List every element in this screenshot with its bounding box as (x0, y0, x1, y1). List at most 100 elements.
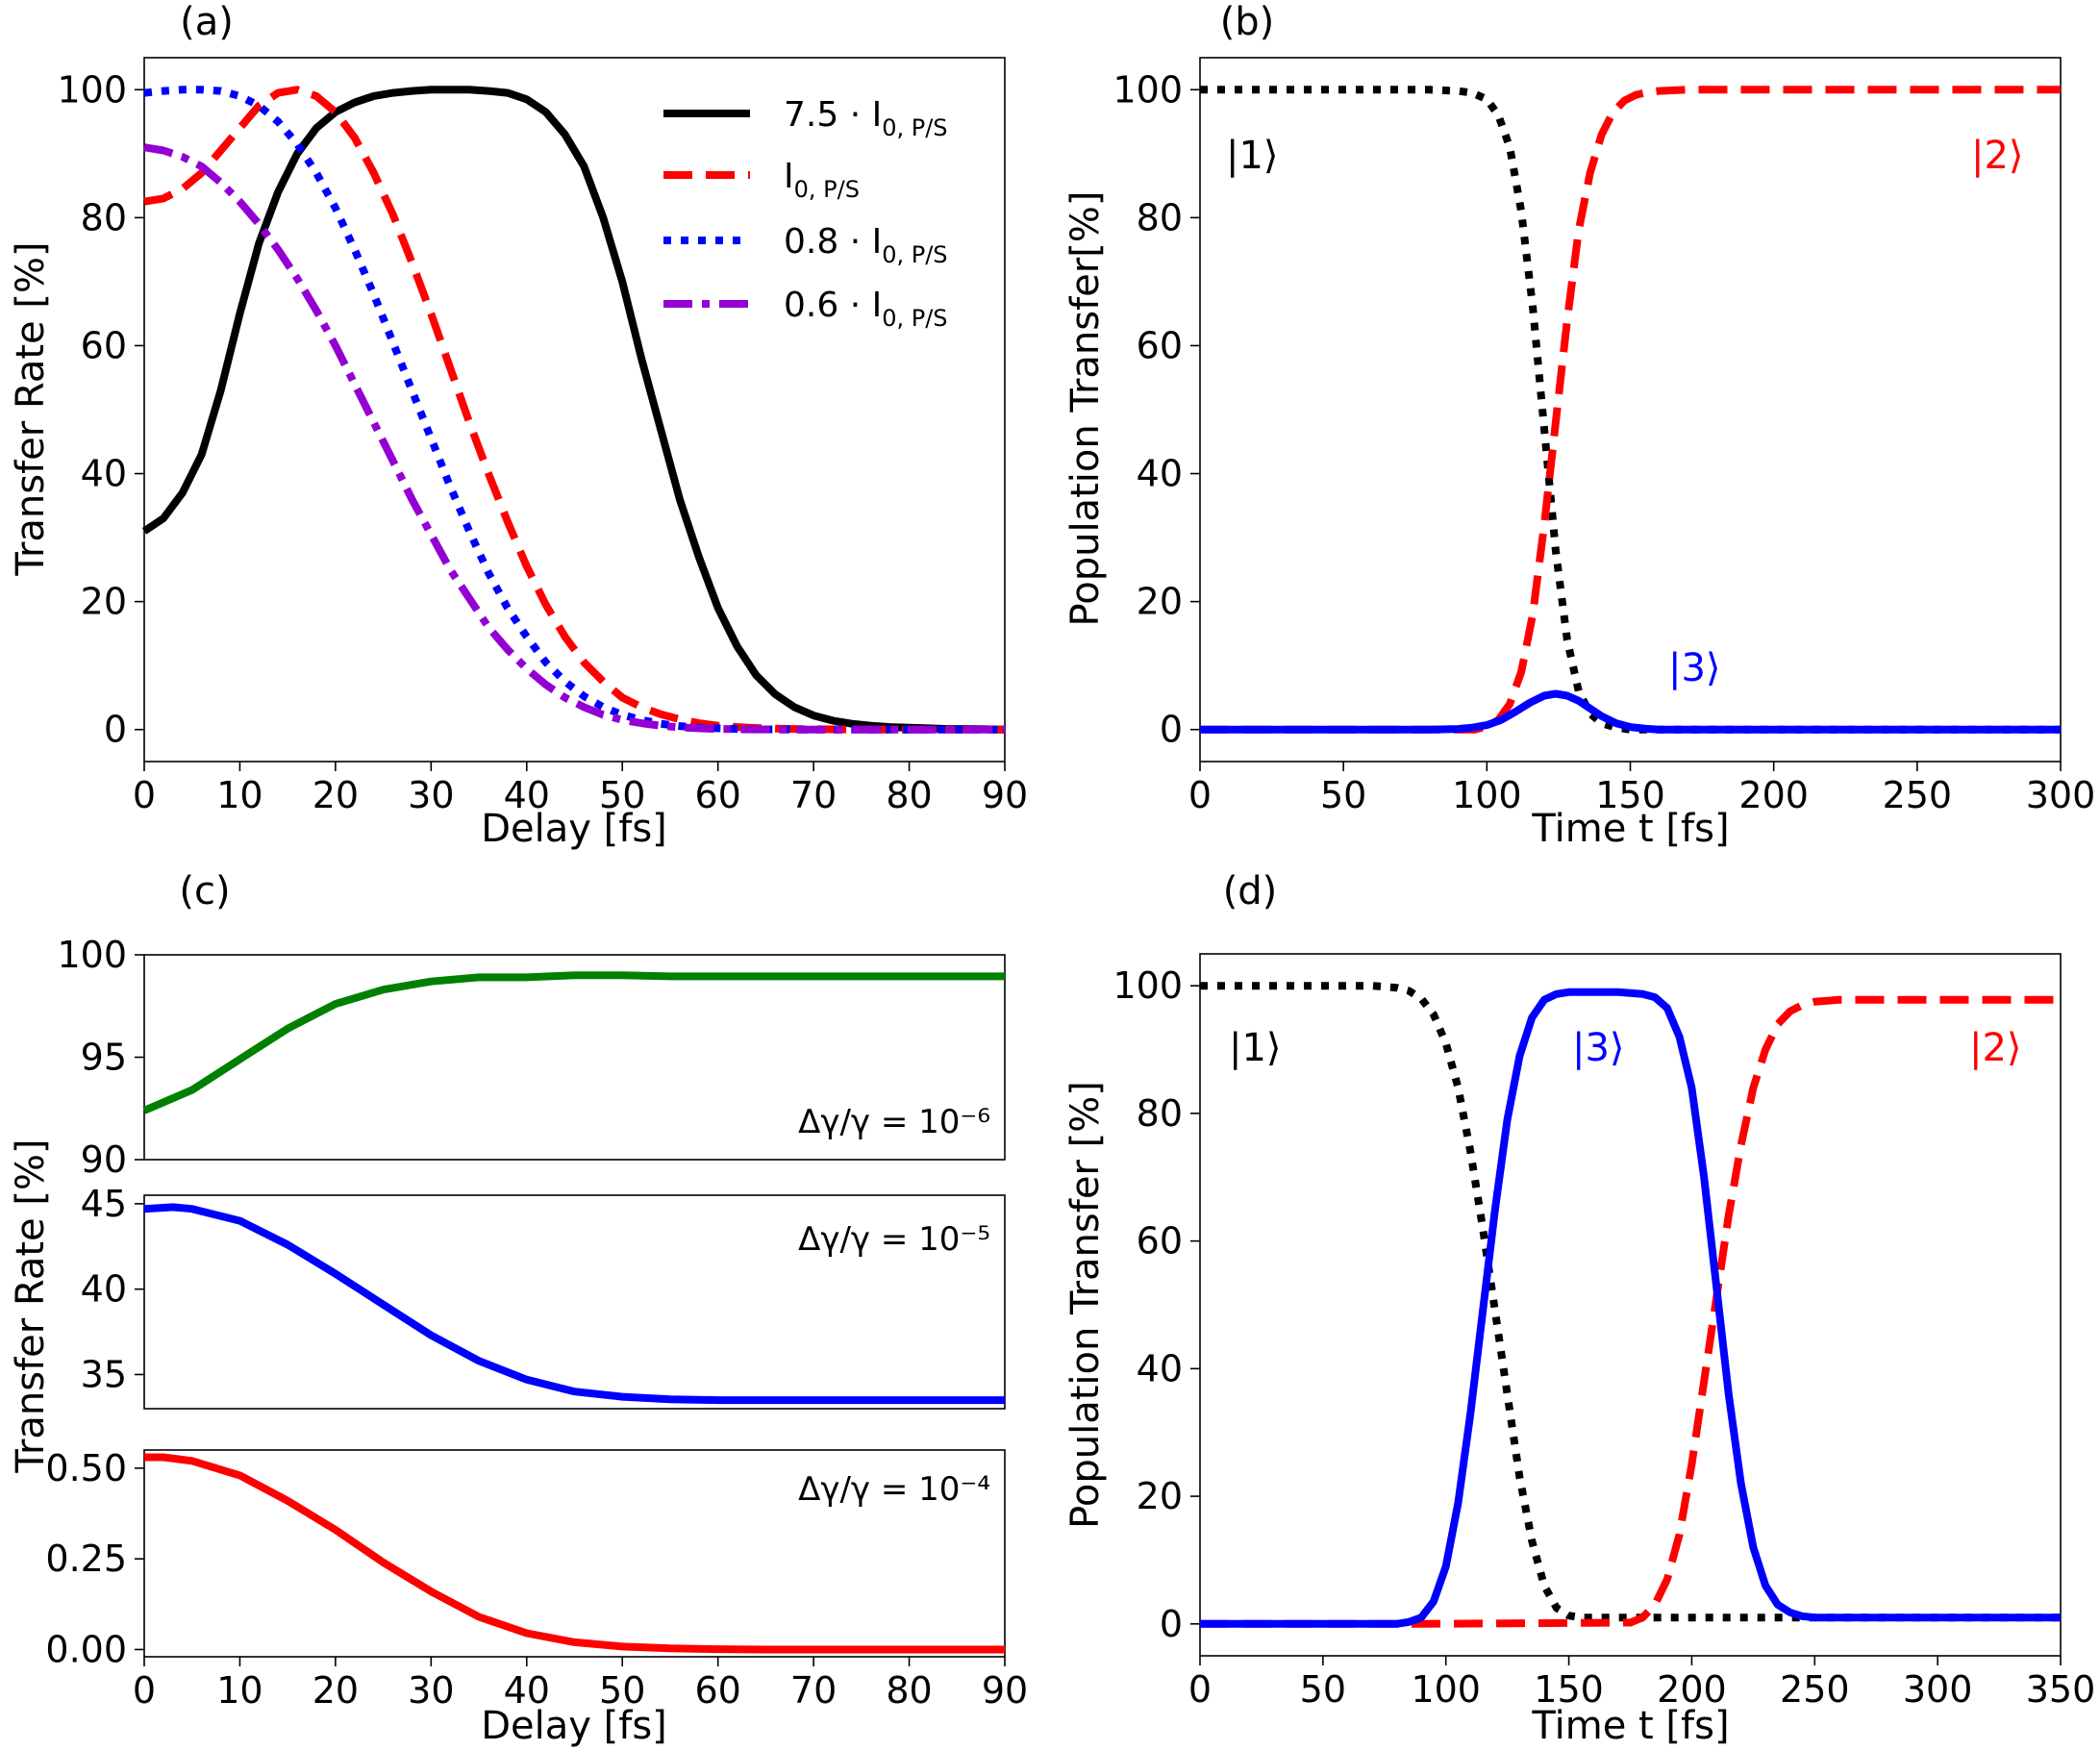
plot-frame-b (1199, 57, 2062, 763)
legend-label-0: 7.5 · I0, P/S (784, 95, 948, 141)
x-tick-label-c-5: 50 (599, 1669, 645, 1712)
x-tick-label-c-0: 0 (133, 1669, 156, 1712)
y-tick-label-d-1: 20 (1137, 1475, 1183, 1517)
x-tick-label-d-0: 0 (1188, 1668, 1212, 1711)
x-tick-label-a-5: 50 (599, 774, 645, 816)
y-tick-label-b-0: 0 (1160, 709, 1183, 751)
series-c-1 (143, 1203, 1005, 1405)
x-tick-label-a-3: 30 (408, 774, 454, 816)
legend-sub-3: 0, P/S (882, 305, 947, 332)
legend-label-2: 0.8 · I0, P/S (784, 222, 948, 268)
legend-label-3: 0.6 · I0, P/S (784, 286, 948, 332)
annotation-c-2: Δγ/γ = 10⁻⁴ (798, 1470, 990, 1509)
series-a-0 (141, 86, 1006, 734)
state-label-3-d: |3⟩ (1572, 1026, 1625, 1070)
y-tick-label-a-2: 40 (81, 453, 127, 495)
series-layer-a (141, 86, 1006, 734)
x-ticks-a: 0 10 20 30 40 50 60 70 80 90 (133, 762, 1028, 816)
x-tick-label-d-1: 50 (1300, 1668, 1346, 1711)
x-tick-label-c-7: 70 (790, 1669, 837, 1712)
x-tick-label-b-1: 50 (1320, 774, 1366, 816)
x-tick-label-c-8: 80 (886, 1669, 932, 1712)
x-axis-label-a: Delay [fs] (481, 807, 667, 851)
x-axis-label-c: Delay [fs] (481, 1704, 667, 1748)
series-a-1 (143, 86, 1005, 734)
x-tick-label-c-2: 20 (312, 1669, 359, 1712)
panel-label-b: (b) (1220, 0, 1275, 44)
series-layer-c-2 (144, 1453, 1005, 1654)
panel-label-a: (a) (180, 0, 234, 44)
annotation-c-1: Δγ/γ = 10⁻⁵ (798, 1220, 990, 1259)
x-tick-label-b-5: 250 (1883, 774, 1953, 816)
x-tick-label-c-4: 40 (504, 1669, 550, 1712)
y-tick-label-b-3: 60 (1137, 324, 1183, 366)
y-tick-label-c0-0: 90 (81, 1138, 127, 1181)
legend-sub-2: 0, P/S (882, 241, 947, 268)
y-tick-label-b-1: 20 (1137, 581, 1183, 623)
series-layer-c-1 (143, 1203, 1005, 1405)
y-axis-label-c: Transfer Rate [%] (9, 1138, 53, 1473)
y-ticks-a: 0 20 40 60 80 100 (57, 68, 144, 751)
legend-main-1: I (784, 157, 794, 196)
state-label-1-d: |1⟩ (1229, 1026, 1282, 1070)
y-tick-label-c2-1: 0.25 (45, 1538, 127, 1580)
x-tick-label-b-0: 0 (1188, 774, 1212, 816)
y-tick-label-c1-1: 40 (81, 1268, 127, 1311)
plot-frame-d (1199, 953, 2062, 1657)
plot-frame-c-2 (143, 1449, 1006, 1658)
x-tick-label-d-4: 200 (1657, 1668, 1727, 1711)
series-b-0 (1200, 86, 2061, 734)
x-tick-label-c-3: 30 (408, 1669, 454, 1712)
y-axis-label-a: Transfer Rate [%] (9, 241, 53, 576)
x-tick-label-a-4: 40 (504, 774, 550, 816)
y-axis-label-d: Population Transfer [%] (1063, 1081, 1108, 1529)
x-tick-label-a-7: 70 (790, 774, 837, 816)
x-tick-label-b-4: 200 (1738, 774, 1809, 816)
legend-main-2: 0.8 · I (784, 222, 882, 262)
panel-label-c: (c) (179, 869, 230, 913)
y-tick-label-c2-0: 0.00 (45, 1628, 127, 1670)
series-layer-b (1200, 86, 2061, 734)
y-tick-label-b-2: 40 (1137, 453, 1183, 495)
x-tick-label-a-9: 90 (982, 774, 1028, 816)
series-b-1 (1200, 86, 2061, 734)
legend-main-0: 7.5 · I (784, 95, 882, 135)
y-tick-label-d-2: 40 (1137, 1347, 1183, 1389)
x-tick-label-d-5: 250 (1780, 1668, 1850, 1711)
panel-a: (a) 0 10 20 30 40 50 60 70 80 90 0 20 40 60 80 100 Del… (9, 0, 1028, 851)
state-label-1-b: |1⟩ (1226, 134, 1279, 178)
subplot-c-1: 35 40 45 Δγ/γ = 10⁻⁵ (81, 1183, 1006, 1410)
x-tick-label-d-2: 100 (1411, 1668, 1481, 1711)
x-ticks-b: 0 50 100 150 200 250 300 (1188, 762, 2095, 816)
y-axis-label-b: Population Transfer[%] (1063, 191, 1108, 627)
x-tick-label-a-0: 0 (133, 774, 156, 816)
y-tick-label-c1-2: 45 (81, 1183, 127, 1225)
x-tick-label-b-3: 150 (1595, 774, 1665, 816)
panel-d: (d) 0 50 100 150 200 250 300 350 0 20 40 60 80 100 |… (1063, 869, 2095, 1748)
legend-a: 7.5 · I0, P/S I0, P/S 0.8 · I0, P/S 0.6 … (663, 95, 948, 332)
y-tick-label-a-4: 80 (81, 196, 127, 238)
series-a-2 (143, 86, 1005, 734)
y-tick-label-c2-2: 0.50 (45, 1447, 127, 1489)
x-ticks-c: 0 10 20 30 40 50 60 70 80 90 (133, 1657, 1028, 1712)
y-tick-label-d-3: 60 (1137, 1220, 1183, 1263)
subplot-c-2: 0 10 20 30 40 50 60 70 80 90 0.00 0.25 0.50 Δγ/γ = … (45, 1447, 1028, 1712)
series-c-0 (142, 971, 1005, 1114)
state-label-3-b: |3⟩ (1668, 646, 1721, 690)
y-tick-label-d-4: 80 (1137, 1092, 1183, 1135)
legend-label-1: I0, P/S (784, 157, 860, 203)
y-tick-label-d-5: 100 (1112, 964, 1183, 1007)
x-tick-label-a-8: 80 (886, 774, 932, 816)
y-tick-label-a-5: 100 (57, 68, 127, 111)
legend-main-3: 0.6 · I (784, 286, 882, 325)
y-tick-label-a-1: 20 (81, 581, 127, 623)
y-ticks-d: 0 20 40 60 80 100 (1112, 964, 1200, 1645)
y-ticks-c-2: 0.00 0.25 0.50 (45, 1447, 144, 1670)
x-tick-label-d-3: 150 (1534, 1668, 1604, 1711)
annotation-c-0: Δγ/γ = 10⁻⁶ (798, 1103, 990, 1141)
state-label-2-b: |2⟩ (1971, 134, 2024, 178)
series-layer-d (1200, 982, 2061, 1628)
